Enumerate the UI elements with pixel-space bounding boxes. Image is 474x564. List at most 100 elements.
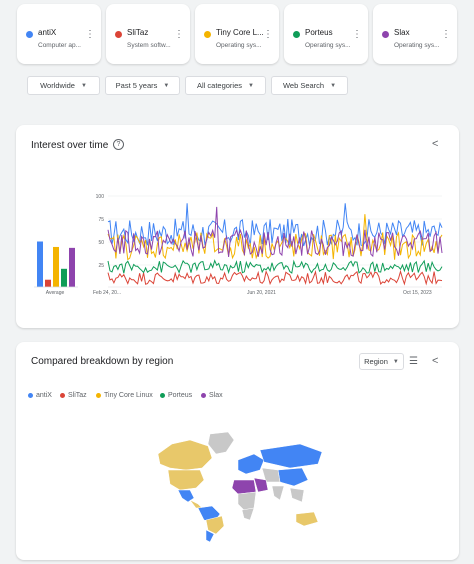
term-card-antix[interactable]: antiX Computer ap... ⋮ xyxy=(17,4,101,64)
list-icon[interactable]: ☰ xyxy=(409,356,418,367)
term-card-slitaz[interactable]: SliTaz System softw... ⋮ xyxy=(106,4,190,64)
map-region-russia xyxy=(259,443,323,469)
term-card-slax[interactable]: Slax Operating sys... ⋮ xyxy=(373,4,457,64)
term-color-dot xyxy=(115,31,122,38)
interest-over-time-card xyxy=(16,125,459,328)
caret-down-icon: ▼ xyxy=(248,82,254,89)
term-name: antiX xyxy=(38,28,57,37)
caret-down-icon: ▼ xyxy=(330,82,337,89)
caret-down-icon: ▼ xyxy=(80,82,87,89)
y-tick-25: 25 xyxy=(98,263,104,269)
map-region-brazil xyxy=(205,515,225,535)
legend-item-antix: antiX xyxy=(28,392,52,399)
average-label: Average xyxy=(46,290,65,296)
x-tick-start: Feb 24, 20... xyxy=(93,290,121,296)
map-region-southern-africa xyxy=(241,507,255,521)
caret-down-icon: ▼ xyxy=(163,82,170,89)
average-bar-antix[interactable] xyxy=(37,241,43,288)
term-name: Porteus xyxy=(305,28,333,37)
more-vert-icon[interactable]: ⋮ xyxy=(441,29,451,40)
term-color-dot xyxy=(382,31,389,38)
legend-label: antiX xyxy=(36,392,52,399)
map-region-china xyxy=(277,467,309,487)
series-line-antix[interactable] xyxy=(107,203,443,247)
more-vert-icon[interactable]: ⋮ xyxy=(174,29,184,40)
search-type-filter-label: Web Search xyxy=(282,81,325,90)
legend-label: Porteus xyxy=(168,392,193,399)
x-tick-end: Oct 15, 2023 xyxy=(403,290,432,296)
term-card-tinycore[interactable]: Tiny Core L... Operating sys... ⋮ xyxy=(195,4,279,64)
map-region-south-america-south xyxy=(205,529,215,543)
map-region-mexico xyxy=(177,489,195,503)
more-vert-icon[interactable]: ⋮ xyxy=(263,29,273,40)
average-bar-porteus[interactable] xyxy=(61,268,67,287)
term-card-porteus[interactable]: Porteus Operating sys... ⋮ xyxy=(284,4,368,64)
legend-dot xyxy=(160,393,165,398)
average-bar-tiny-core-linux[interactable] xyxy=(53,246,59,287)
map-region-usa xyxy=(167,469,205,491)
legend-item-porteus: Porteus xyxy=(160,392,192,399)
legend-item-tinycore: Tiny Core Linux xyxy=(96,392,153,399)
term-subtitle: Operating sys... xyxy=(305,42,351,49)
map-region-north-africa xyxy=(231,479,257,495)
region-filter[interactable]: Worldwide ▼ xyxy=(27,76,100,95)
map-region-europe xyxy=(237,453,265,475)
series-line-slitaz[interactable] xyxy=(107,269,443,286)
legend-item-slax: Slax xyxy=(201,392,223,399)
y-tick-100: 100 xyxy=(96,194,105,200)
x-tick-mid: Jun 20, 2021 xyxy=(247,290,276,296)
time-filter[interactable]: Past 5 years ▼ xyxy=(105,76,180,95)
map-region-canada xyxy=(157,439,213,471)
term-color-dot xyxy=(204,31,211,38)
caret-down-icon: ▼ xyxy=(392,358,399,365)
series-line-slax[interactable] xyxy=(107,206,443,258)
search-type-filter[interactable]: Web Search ▼ xyxy=(271,76,348,95)
legend-item-slitaz: SliTaz xyxy=(60,392,87,399)
share-icon[interactable]: < xyxy=(432,138,439,150)
term-name: SliTaz xyxy=(127,28,149,37)
help-icon[interactable]: ? xyxy=(113,139,124,150)
legend-label: Tiny Core Linux xyxy=(104,392,153,399)
term-subtitle: Operating sys... xyxy=(394,42,440,49)
region-dropdown[interactable]: Region ▼ xyxy=(359,353,404,370)
time-filter-label: Past 5 years xyxy=(115,81,158,90)
map-region-india xyxy=(271,485,285,501)
y-tick-75: 75 xyxy=(98,217,104,223)
map-region-southeast-asia xyxy=(289,487,305,503)
term-color-dot xyxy=(293,31,300,38)
average-bar-slitaz[interactable] xyxy=(45,279,51,287)
legend-dot xyxy=(201,393,206,398)
term-name: Slax xyxy=(394,28,410,37)
more-vert-icon[interactable]: ⋮ xyxy=(352,29,362,40)
map-region-greenland xyxy=(207,431,235,455)
interest-chart: Average 100 75 50 25 Feb 24, 20... Jun 2… xyxy=(34,194,443,296)
more-vert-icon[interactable]: ⋮ xyxy=(85,29,95,40)
legend-label: Slax xyxy=(209,392,223,399)
region-filter-label: Worldwide xyxy=(40,81,75,90)
series-lines xyxy=(107,203,443,286)
map-region-central-america xyxy=(189,499,203,509)
term-subtitle: Operating sys... xyxy=(216,42,262,49)
map-region-australia xyxy=(295,511,319,527)
legend-label: SliTaz xyxy=(68,392,87,399)
interest-title: Interest over time xyxy=(31,140,109,151)
term-subtitle: Computer ap... xyxy=(38,42,81,49)
region-title: Compared breakdown by region xyxy=(31,356,174,367)
share-icon[interactable]: < xyxy=(432,355,439,367)
category-filter-label: All categories xyxy=(197,81,243,90)
region-dropdown-label: Region xyxy=(364,357,388,366)
average-bars xyxy=(37,241,75,288)
map-region-middle-east xyxy=(253,477,269,493)
category-filter[interactable]: All categories ▼ xyxy=(185,76,266,95)
map-region-central-africa xyxy=(237,491,257,511)
average-bar-slax[interactable] xyxy=(69,247,75,287)
term-name: Tiny Core L... xyxy=(216,28,264,37)
world-map[interactable] xyxy=(150,430,330,545)
region-breakdown-card xyxy=(16,342,459,560)
term-color-dot xyxy=(26,31,33,38)
legend-dot xyxy=(60,393,65,398)
term-subtitle: System softw... xyxy=(127,42,171,49)
legend-dot xyxy=(28,393,33,398)
series-line-porteus[interactable] xyxy=(107,259,443,275)
map-region-central-asia xyxy=(261,467,281,483)
